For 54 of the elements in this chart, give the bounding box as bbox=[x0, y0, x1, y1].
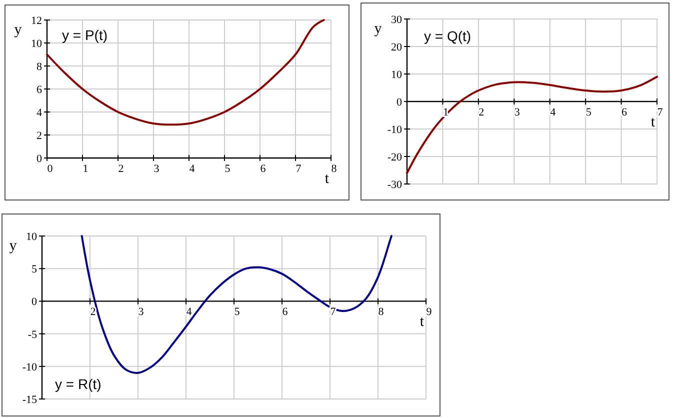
x-tick-label: 5 bbox=[224, 163, 231, 175]
y-tick-label: 0 bbox=[32, 296, 38, 308]
y-tick-label: 6 bbox=[36, 84, 42, 96]
x-tick-label: 3 bbox=[154, 163, 160, 175]
y-tick-label: 8 bbox=[36, 61, 42, 73]
y-axis-title: y bbox=[9, 238, 18, 254]
line-series bbox=[80, 235, 392, 374]
y-tick-label: 5 bbox=[32, 264, 38, 276]
x-axis-title: t bbox=[650, 114, 656, 130]
x-axis-title: t bbox=[420, 314, 425, 330]
x-tick-label: 2 bbox=[118, 163, 124, 175]
annotation: y = Q(t) bbox=[424, 28, 472, 44]
x-axis-title: t bbox=[324, 171, 330, 187]
x-tick-label: 5 bbox=[234, 306, 240, 318]
y-axis-title: y bbox=[374, 21, 382, 37]
y-tick-label: 10 bbox=[31, 38, 42, 50]
y-tick-label: -20 bbox=[387, 152, 402, 164]
x-tick-label: 7 bbox=[296, 163, 302, 175]
y-tick-label: -15 bbox=[22, 394, 38, 406]
y-tick-label: 20 bbox=[391, 42, 402, 54]
x-tick-label: 7 bbox=[330, 306, 336, 318]
x-tick-label: 6 bbox=[260, 163, 266, 175]
x-tick-label: 0 bbox=[47, 163, 54, 175]
y-axis-title: y bbox=[14, 22, 22, 38]
line-series bbox=[46, 19, 325, 126]
y-tick-label: 10 bbox=[391, 69, 402, 81]
y-tick-label: -30 bbox=[387, 179, 402, 191]
y-tick-label: 12 bbox=[31, 15, 42, 27]
y-tick-label: 0 bbox=[36, 153, 42, 165]
x-tick-label: 4 bbox=[189, 163, 196, 175]
y-tick-label: 0 bbox=[396, 96, 402, 108]
x-tick-label: 2 bbox=[90, 306, 96, 318]
x-tick-label: 1 bbox=[82, 163, 88, 175]
line-series bbox=[406, 76, 658, 174]
x-tick-label: 8 bbox=[331, 163, 338, 175]
y-tick-label: -10 bbox=[387, 124, 402, 136]
y-tick-label: -5 bbox=[28, 328, 38, 341]
x-tick-label: 3 bbox=[514, 106, 520, 118]
x-tick-label: 3 bbox=[138, 306, 144, 318]
x-tick-label: 5 bbox=[586, 106, 592, 118]
annotation: y = P(t) bbox=[62, 27, 108, 43]
annotation: y = R(t) bbox=[55, 376, 102, 392]
x-tick-label: 8 bbox=[378, 306, 384, 318]
x-tick-label: 9 bbox=[426, 306, 432, 318]
x-tick-label: 6 bbox=[622, 106, 628, 118]
x-tick-label: 7 bbox=[657, 106, 664, 118]
x-tick-label: 6 bbox=[282, 306, 288, 318]
y-tick-label: 30 bbox=[391, 14, 402, 26]
x-tick-label: 4 bbox=[550, 106, 556, 118]
x-tick-label: 4 bbox=[186, 306, 192, 318]
x-tick-label: 2 bbox=[478, 106, 484, 118]
y-tick-label: 10 bbox=[26, 231, 38, 243]
y-tick-label: 2 bbox=[36, 130, 42, 142]
y-tick-label: -10 bbox=[22, 361, 38, 374]
